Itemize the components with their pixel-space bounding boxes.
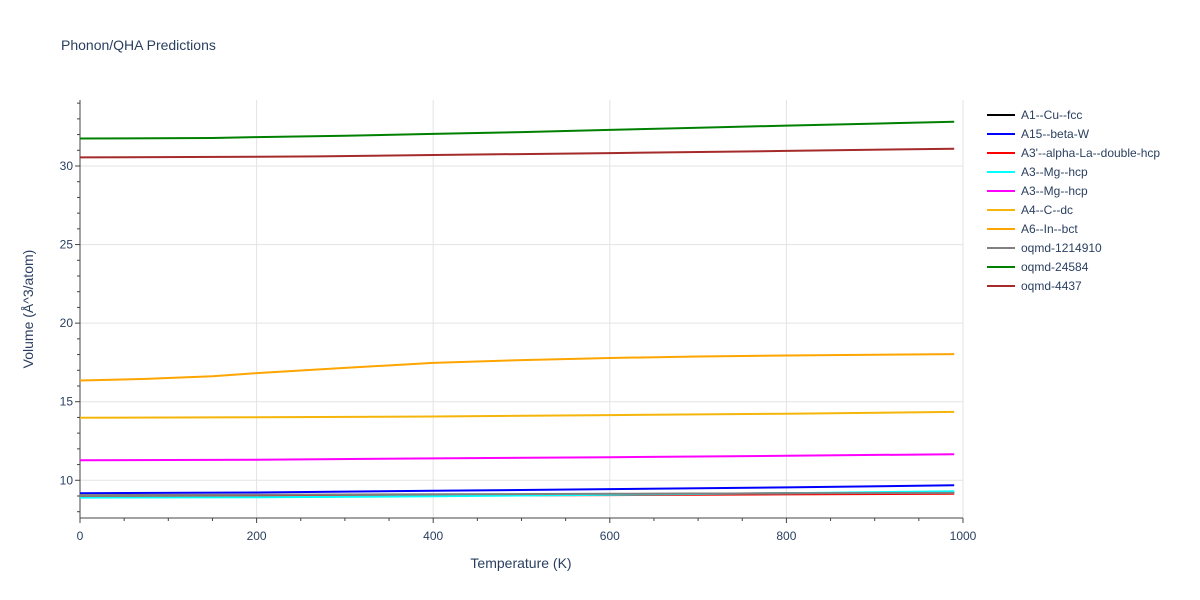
axes: 0 200 400 600 800 1000 10 15 20 25 30 [60,100,977,543]
series-line-5[interactable] [79,410,955,419]
x-tick-label: 600 [600,529,620,543]
y-tick-label: 30 [60,159,74,173]
y-tick-label: 15 [60,395,74,409]
legend-item[interactable]: A3--Mg--hcp [987,184,1088,198]
legend-label: A3'--alpha-La--double-hcp [1021,146,1160,160]
y-axis-title: Volume (Å^3/atom) [20,250,36,369]
x-tick-label: 1000 [950,529,977,543]
data-series [79,120,955,499]
legend-label: A15--beta-W [1021,127,1090,141]
series-line-1[interactable] [79,484,955,495]
legend-item[interactable]: oqmd-1214910 [987,241,1102,255]
grid-lines [80,100,964,518]
legend-label: A3--Mg--hcp [1021,165,1088,179]
x-tick-label: 200 [247,529,267,543]
legend-item[interactable]: A15--beta-W [987,127,1090,141]
series-line-8[interactable] [79,120,955,140]
series-line-4[interactable] [79,453,955,462]
legend-item[interactable]: A1--Cu--fcc [987,108,1082,122]
legend-item[interactable]: A4--C--dc [987,203,1073,217]
chart-title: Phonon/QHA Predictions [61,37,216,53]
x-axis-title: Temperature (K) [470,555,571,571]
legend-label: oqmd-1214910 [1021,241,1102,255]
legend[interactable]: A1--Cu--fcc A15--beta-W A3'--alpha-La--dou… [987,108,1160,293]
legend-label: A4--C--dc [1021,203,1073,217]
legend-item[interactable]: oqmd-4437 [987,279,1082,293]
legend-label: A1--Cu--fcc [1021,108,1082,122]
x-tick-label: 400 [423,529,443,543]
y-tick-label: 20 [60,316,74,330]
x-tick-label: 0 [77,529,84,543]
legend-label: oqmd-24584 [1021,260,1089,274]
legend-item[interactable]: oqmd-24584 [987,260,1089,274]
legend-label: A3--Mg--hcp [1021,184,1088,198]
x-tick-label: 800 [776,529,796,543]
legend-label: A6--In--bct [1021,222,1078,236]
y-tick-label: 10 [60,473,74,487]
series-line-6[interactable] [79,353,955,382]
legend-label: oqmd-4437 [1021,279,1082,293]
legend-item[interactable]: A3--Mg--hcp [987,165,1088,179]
series-line-7[interactable] [79,491,955,497]
legend-item[interactable]: A3'--alpha-La--double-hcp [987,146,1160,160]
legend-item[interactable]: A6--In--bct [987,222,1078,236]
series-line-9[interactable] [79,147,955,159]
y-tick-label: 25 [60,238,74,252]
